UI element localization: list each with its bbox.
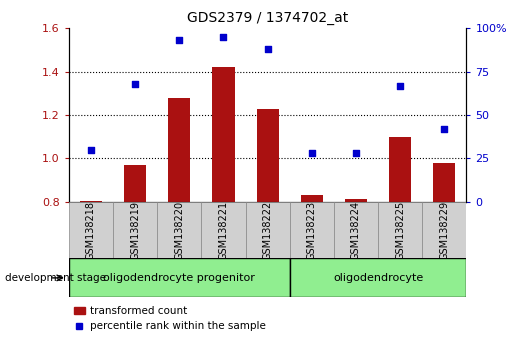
Bar — [378, 202, 422, 258]
Bar — [422, 202, 466, 258]
Bar — [201, 202, 245, 258]
Point — [219, 34, 228, 40]
Bar — [168, 98, 190, 202]
Bar — [69, 202, 113, 258]
Bar — [290, 202, 334, 258]
Text: GSM138229: GSM138229 — [439, 200, 449, 260]
Title: GDS2379 / 1374702_at: GDS2379 / 1374702_at — [187, 11, 348, 24]
Bar — [213, 67, 234, 202]
Bar — [245, 202, 290, 258]
Point — [396, 83, 404, 88]
Bar — [434, 163, 455, 202]
Text: GSM138219: GSM138219 — [130, 201, 140, 259]
Bar — [80, 201, 102, 202]
Text: oligodendrocyte: oligodendrocyte — [333, 273, 423, 283]
Text: GSM138222: GSM138222 — [263, 200, 272, 260]
Bar — [257, 109, 279, 202]
Point — [307, 150, 316, 156]
Point — [440, 126, 448, 132]
Text: GSM138224: GSM138224 — [351, 200, 361, 260]
Text: GSM138221: GSM138221 — [218, 200, 228, 260]
Point — [263, 46, 272, 52]
Bar — [334, 202, 378, 258]
Point — [352, 150, 360, 156]
Bar — [389, 137, 411, 202]
Text: GSM138223: GSM138223 — [307, 200, 317, 260]
Bar — [113, 202, 157, 258]
Text: GSM138225: GSM138225 — [395, 200, 405, 260]
Bar — [157, 202, 201, 258]
Bar — [124, 165, 146, 202]
Bar — [345, 199, 367, 202]
Point — [87, 147, 95, 153]
Text: GSM138220: GSM138220 — [174, 200, 184, 260]
Text: development stage: development stage — [5, 273, 107, 283]
Point — [131, 81, 139, 87]
Text: GSM138218: GSM138218 — [86, 201, 96, 259]
Legend: transformed count, percentile rank within the sample: transformed count, percentile rank withi… — [74, 306, 266, 331]
Bar — [69, 258, 290, 297]
Bar — [290, 258, 466, 297]
Text: oligodendrocyte progenitor: oligodendrocyte progenitor — [103, 273, 255, 283]
Bar — [301, 195, 323, 202]
Point — [175, 38, 183, 43]
